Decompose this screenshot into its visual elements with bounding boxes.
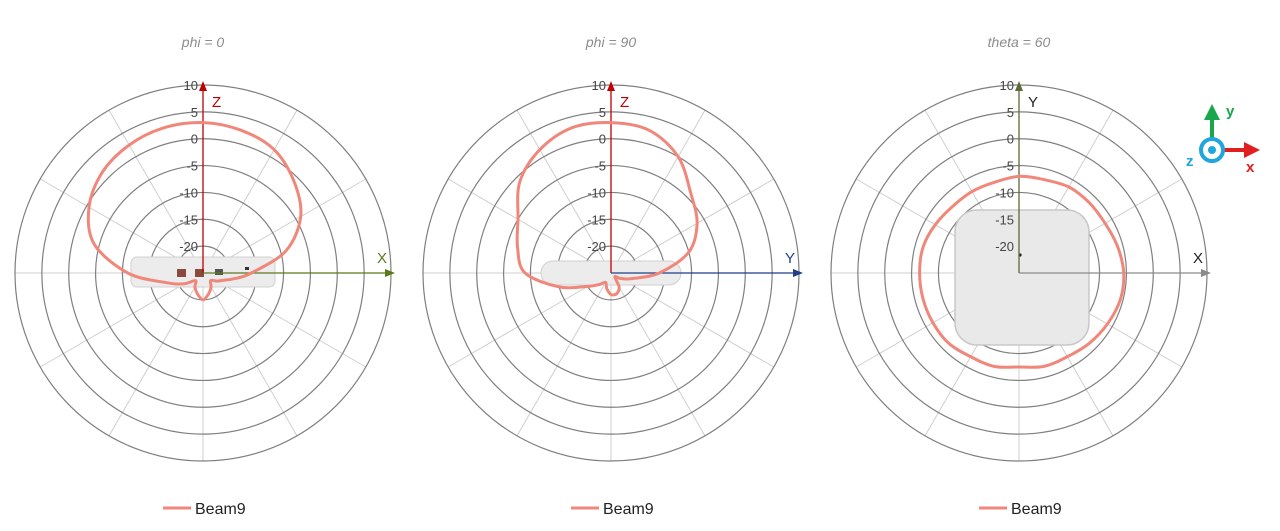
radial-tick-label: 0 [1007,132,1014,147]
up-axis-label: Y [1028,94,1038,111]
radial-tick-label: -15 [587,212,606,227]
radial-tick-label: 0 [599,132,606,147]
radial-tick-label: -20 [179,239,198,254]
up-axis-arrowhead [607,81,615,91]
angular-gridline [516,272,612,437]
radial-tick-label: 5 [191,105,198,120]
up-axis-arrowhead [1015,81,1023,91]
angular-gridline [202,272,367,368]
radial-tick-label: -10 [179,185,198,200]
angular-gridline [108,272,204,437]
angular-gridline [516,109,612,274]
right-axis-label: X [377,250,387,267]
polar-chart-3: theta = 60 Y X 10 5 0 -5 -10 -15 -20 Beam9 [830,34,1211,518]
right-axis-arrowhead [385,269,395,277]
angular-gridline [39,272,204,368]
device-top-view [954,209,1090,346]
radial-tick-label: 0 [191,132,198,147]
triad-x-arrowhead [1244,142,1260,158]
right-axis-label: Y [785,250,795,267]
right-axis-arrowhead [793,269,803,277]
device-port [245,267,249,270]
chart-title: phi = 0 [181,34,225,50]
radial-tick-label: 10 [1000,78,1014,93]
angular-gridline [202,109,298,274]
angular-gridline [610,272,775,368]
radial-tick-label: 5 [1007,105,1014,120]
right-axis-arrowhead [1201,269,1211,277]
radial-tick-label: -15 [179,212,198,227]
angular-gridline [610,178,775,274]
triad-z-label: z [1186,153,1194,170]
angular-gridline [610,109,706,274]
radial-tick-label: 10 [592,78,606,93]
chart-title: theta = 60 [988,34,1051,50]
device-port [195,269,204,277]
radial-tick-label: -20 [587,239,606,254]
radial-tick-label: -20 [995,239,1014,254]
series-line-beam9 [918,174,1126,369]
angular-gridline [447,272,612,368]
series-line-beam9 [515,121,699,297]
right-axis-label: X [1193,250,1203,267]
device-port [177,269,186,277]
radial-tick-label: 5 [599,105,606,120]
angular-gridline [108,109,204,274]
radial-tick-label: -10 [587,185,606,200]
radial-tick-label: -15 [995,212,1014,227]
triad-y-arrowhead [1204,104,1220,120]
radial-tick-label: -5 [1002,159,1014,174]
device-port [215,269,223,275]
polar-chart-1: phi = 0 Z X 10 5 0 -5 -10 -15 -20 Beam9 [14,34,395,518]
triad-x-label: x [1246,159,1255,176]
triad-y-label: y [1226,103,1235,120]
coordinate-triad: y x z [1186,103,1260,176]
legend-label: Beam9 [195,501,246,518]
series-line-beam9 [86,121,303,302]
up-axis-label: Z [212,94,221,111]
angular-gridline [447,178,612,274]
triad-z-dot [1208,146,1216,154]
up-axis-label: Z [620,94,629,111]
legend-label: Beam9 [1011,501,1062,518]
radial-tick-label: -10 [995,185,1014,200]
radial-tick-label: 10 [184,78,198,93]
chart-title: phi = 90 [585,34,636,50]
angular-gridline [610,272,706,437]
angular-gridline [202,272,298,437]
legend-label: Beam9 [603,501,654,518]
polar-chart-2: phi = 90 Z Y 10 5 0 -5 -10 -15 -20 Beam9 [422,34,803,518]
radial-tick-label: -5 [594,159,606,174]
up-axis-arrowhead [199,81,207,91]
radial-tick-label: -5 [186,159,198,174]
